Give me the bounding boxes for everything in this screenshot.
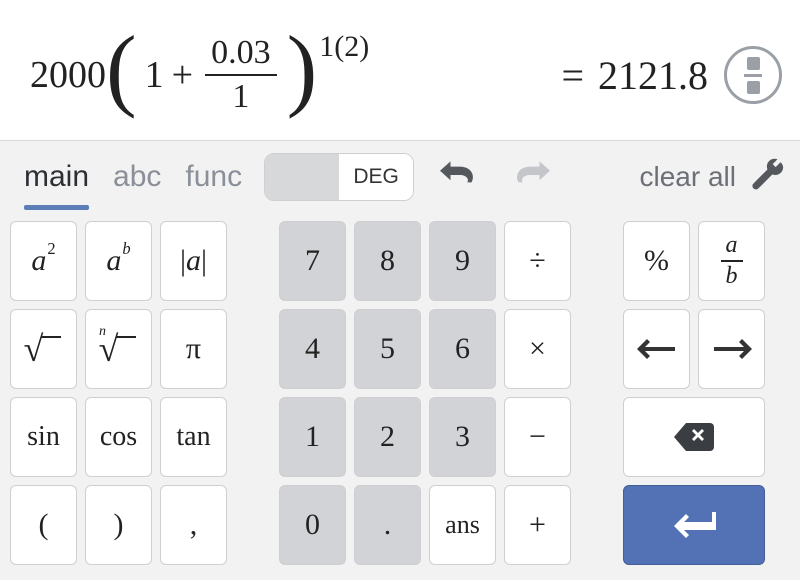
expression-display: 2000 ( 1 + 0.03 1 ) 1(2) = 2121.8 <box>0 0 800 140</box>
fraction-numerator: 0.03 <box>205 34 277 76</box>
key-6[interactable]: 6 <box>429 309 496 389</box>
tab-row: main abc func <box>10 160 242 194</box>
key-backspace[interactable] <box>623 397 765 477</box>
redo-icon <box>508 160 550 190</box>
tab-abc[interactable]: abc <box>113 160 161 194</box>
key-ans[interactable]: ans <box>429 485 496 565</box>
key-abs[interactable]: |a| <box>160 221 227 301</box>
key-minus[interactable]: − <box>504 397 571 477</box>
keypad-toolbar: main abc func DEG clear all <box>10 141 790 213</box>
arrow-left-icon <box>637 339 677 359</box>
key-cos[interactable]: cos <box>85 397 152 477</box>
key-right[interactable] <box>698 309 765 389</box>
tab-func[interactable]: func <box>185 160 242 194</box>
key-7[interactable]: 7 <box>279 221 346 301</box>
key-sqrt[interactable]: √ <box>10 309 77 389</box>
angle-toggle[interactable]: DEG <box>264 153 414 201</box>
exponent: 1(2) <box>319 30 369 64</box>
toggle-fraction-icon[interactable] <box>724 46 782 104</box>
key-enter[interactable] <box>623 485 765 565</box>
key-multiply[interactable]: × <box>504 309 571 389</box>
backspace-icon <box>674 423 714 451</box>
result-number: 2121.8 <box>598 53 708 98</box>
key-4[interactable]: 4 <box>279 309 346 389</box>
coef: 2000 <box>30 53 106 97</box>
undo-icon <box>440 160 482 190</box>
key-square[interactable]: a2 <box>10 221 77 301</box>
key-power[interactable]: ab <box>85 221 152 301</box>
close-paren: ) <box>287 41 318 96</box>
key-percent[interactable]: % <box>623 221 690 301</box>
angle-rad[interactable] <box>265 154 339 200</box>
key-divide[interactable]: ÷ <box>504 221 571 301</box>
fraction: 0.03 1 <box>205 34 277 116</box>
key-grid: a2 ab |a| 7 8 9 ÷ % ab √ n√ π 4 5 6 × si… <box>10 213 790 565</box>
fraction-denominator: 1 <box>232 76 249 116</box>
key-plus[interactable]: + <box>504 485 571 565</box>
key-3[interactable]: 3 <box>429 397 496 477</box>
open-paren: ( <box>106 41 137 96</box>
key-open-paren[interactable]: ( <box>10 485 77 565</box>
equals-sign: = <box>561 53 584 98</box>
key-9[interactable]: 9 <box>429 221 496 301</box>
undo-button[interactable] <box>440 160 482 195</box>
angle-deg[interactable]: DEG <box>339 154 413 200</box>
arrow-right-icon <box>712 339 752 359</box>
clear-all-button[interactable]: clear all <box>640 161 736 193</box>
key-pi[interactable]: π <box>160 309 227 389</box>
plus-sign: + <box>172 53 193 97</box>
enter-icon <box>672 512 716 538</box>
key-8[interactable]: 8 <box>354 221 421 301</box>
key-sin[interactable]: sin <box>10 397 77 477</box>
result-block: = 2121.8 <box>561 46 782 104</box>
key-close-paren[interactable]: ) <box>85 485 152 565</box>
tab-main[interactable]: main <box>24 160 89 194</box>
key-0[interactable]: 0 <box>279 485 346 565</box>
redo-button[interactable] <box>508 160 550 195</box>
inner-left: 1 <box>145 53 164 97</box>
key-1[interactable]: 1 <box>279 397 346 477</box>
key-5[interactable]: 5 <box>354 309 421 389</box>
keypad-panel: main abc func DEG clear all a2 ab |a| 7 … <box>0 140 800 580</box>
key-comma[interactable]: , <box>160 485 227 565</box>
key-nth-root[interactable]: n√ <box>85 309 152 389</box>
result-value: = 2121.8 <box>561 52 708 99</box>
settings-button[interactable] <box>752 158 786 197</box>
key-2[interactable]: 2 <box>354 397 421 477</box>
key-tan[interactable]: tan <box>160 397 227 477</box>
key-decimal[interactable]: . <box>354 485 421 565</box>
key-left[interactable] <box>623 309 690 389</box>
expression: 2000 ( 1 + 0.03 1 ) 1(2) <box>30 34 369 116</box>
key-fraction[interactable]: ab <box>698 221 765 301</box>
wrench-icon <box>752 158 786 192</box>
